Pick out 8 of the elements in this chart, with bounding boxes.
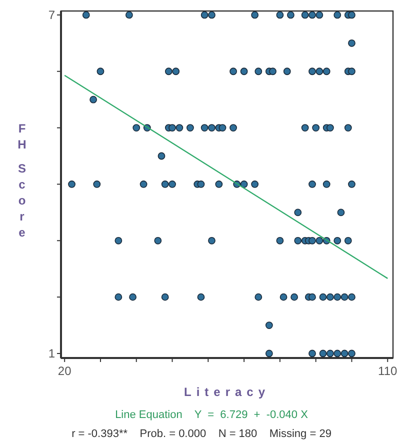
x-tick-label: 20 — [58, 364, 72, 378]
y-tick-label: 1 — [48, 346, 56, 360]
text: Line Equation Y = 6.729 + -0.040 X — [115, 409, 309, 421]
text: r = -0.393** Prob. = 0.000 N = 180 Missing = 29 — [72, 428, 332, 440]
y-axis-title: FH Score — [18, 122, 26, 240]
x-tick-label: 110 — [378, 364, 398, 378]
x-axis-title: Literacy — [184, 385, 270, 399]
y-tick-label: 7 — [48, 8, 56, 22]
